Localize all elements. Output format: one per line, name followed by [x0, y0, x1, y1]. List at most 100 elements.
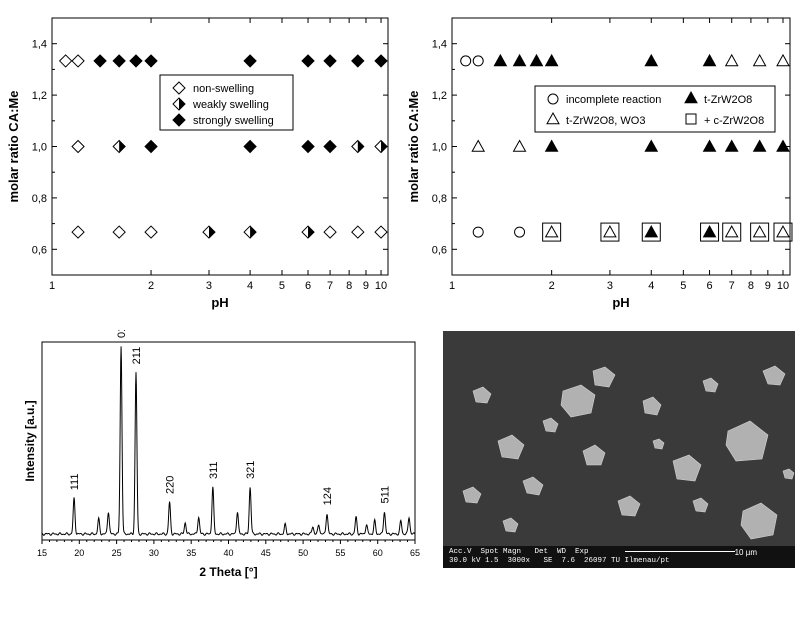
marker-strongly-swelling [145, 55, 157, 67]
y-axis-label: Intensity [a.u.] [23, 400, 37, 481]
marker-non-swelling [72, 55, 84, 67]
sem-image [443, 331, 795, 568]
marker-weakly-swelling [352, 141, 364, 153]
marker-non-swelling [72, 141, 84, 153]
legend-label: incomplete reaction [566, 94, 661, 106]
marker-strongly-swelling [244, 55, 256, 67]
x-tick-label: 6 [305, 280, 311, 292]
x-tick-label: 55 [335, 548, 345, 558]
y-tick-label: 0,8 [432, 193, 447, 205]
y-tick-label: 1,0 [432, 142, 447, 154]
marker-non-swelling [375, 226, 387, 238]
x-tick-label: 5 [680, 280, 686, 292]
marker-strongly-swelling [94, 55, 106, 67]
y-axis-label: molar ratio CA:Me [406, 91, 421, 203]
marker-weakly-swelling [375, 141, 387, 153]
marker-t-zrw2o8 [546, 55, 558, 66]
marker-t-zrw2o8-wo3 [546, 226, 558, 237]
x-tick-label: 4 [247, 280, 253, 292]
x-tick-label: 10 [777, 280, 789, 292]
x-tick-label: 1 [449, 280, 455, 292]
marker-strongly-swelling [324, 141, 336, 153]
x-tick-label: 60 [373, 548, 383, 558]
y-tick-label: 1,4 [32, 39, 47, 51]
y-tick-label: 1,0 [32, 142, 47, 154]
x-tick-label: 10 [375, 280, 387, 292]
xrd-pattern-line [42, 346, 415, 535]
x-tick-label: 8 [748, 280, 754, 292]
marker-strongly-swelling [375, 55, 387, 67]
x-tick-label: 30 [149, 548, 159, 558]
marker-non-swelling [113, 226, 125, 238]
peak-label: 012 [116, 330, 128, 338]
x-axis-label: pH [612, 295, 629, 310]
y-tick-label: 1,2 [32, 90, 47, 102]
sem-info-row2: 30.0 kV 1.5 3000x SE 7.6 26097 TU Ilmena… [449, 557, 789, 566]
marker-strongly-swelling [113, 55, 125, 67]
y-tick-label: 1,2 [432, 90, 447, 102]
marker-t-zrw2o8 [645, 226, 657, 237]
plot-frame [452, 18, 790, 275]
marker-non-swelling [352, 226, 364, 238]
marker-strongly-swelling [302, 55, 314, 67]
y-tick-label: 0,6 [32, 244, 47, 256]
marker-t-zrw2o8 [645, 55, 657, 66]
legend: incomplete reaction t-ZrW2O8 t-ZrW2O8, WO3… [535, 86, 775, 132]
x-tick-label: 20 [74, 548, 84, 558]
marker-t-zrw2o8-wo3 [472, 141, 484, 152]
x-tick-label: 7 [729, 280, 735, 292]
legend-label: t-ZrW2O8 [704, 94, 752, 106]
x-tick-label: 4 [648, 280, 654, 292]
x-tick-label: 5 [279, 280, 285, 292]
x-tick-label: 65 [410, 548, 420, 558]
legend-label: strongly swelling [193, 115, 274, 127]
peak-label: 321 [245, 461, 257, 479]
legend-marker-square [686, 114, 696, 124]
x-tick-label: 7 [327, 280, 333, 292]
legend-label: t-ZrW2O8, WO3 [566, 115, 645, 127]
x-tick-label: 1 [49, 280, 55, 292]
marker-t-zrw2o8-wo3 [777, 55, 789, 66]
peak-label: 220 [165, 476, 177, 494]
marker-t-zrw2o8 [530, 55, 542, 66]
sem-micrograph: Acc.V Spot Magn Det WD Exp 30.0 kV 1.5 3… [443, 331, 795, 568]
marker-t-zrw2o8 [494, 55, 506, 66]
marker-t-zrw2o8-wo3 [777, 226, 789, 237]
marker-t-zrw2o8-wo3 [726, 55, 738, 66]
legend-label: weakly swelling [192, 99, 269, 111]
x-axis-label: 2 Theta [°] [199, 565, 257, 579]
y-tick-label: 0,8 [32, 193, 47, 205]
marker-t-zrw2o8-wo3 [754, 226, 766, 237]
marker-t-zrw2o8 [546, 141, 558, 152]
marker-incomplete-reaction [515, 227, 525, 237]
marker-t-zrw2o8-wo3 [514, 141, 526, 152]
marker-non-swelling [324, 226, 336, 238]
x-tick-label: 8 [346, 280, 352, 292]
marker-incomplete-reaction [473, 227, 483, 237]
x-tick-label: 40 [223, 548, 233, 558]
marker-t-zrw2o8 [754, 141, 766, 152]
sem-scale-label: 10 µm [735, 548, 757, 557]
marker-weakly-swelling [113, 141, 125, 153]
marker-incomplete-reaction [461, 56, 471, 66]
marker-non-swelling [72, 226, 84, 238]
marker-strongly-swelling [302, 141, 314, 153]
x-axis-label: pH [211, 295, 228, 310]
marker-non-swelling [145, 226, 157, 238]
marker-t-zrw2o8 [777, 141, 789, 152]
marker-t-zrw2o8 [704, 226, 716, 237]
x-tick-label: 25 [112, 548, 122, 558]
marker-t-zrw2o8 [645, 141, 657, 152]
marker-t-zrw2o8 [514, 55, 526, 66]
y-axis-label: molar ratio CA:Me [6, 91, 21, 203]
marker-t-zrw2o8 [726, 141, 738, 152]
y-tick-label: 0,6 [432, 244, 447, 256]
plot-frame [42, 342, 415, 540]
x-tick-label: 9 [363, 280, 369, 292]
x-tick-label: 3 [607, 280, 613, 292]
marker-t-zrw2o8 [704, 55, 716, 66]
marker-weakly-swelling [203, 226, 215, 238]
